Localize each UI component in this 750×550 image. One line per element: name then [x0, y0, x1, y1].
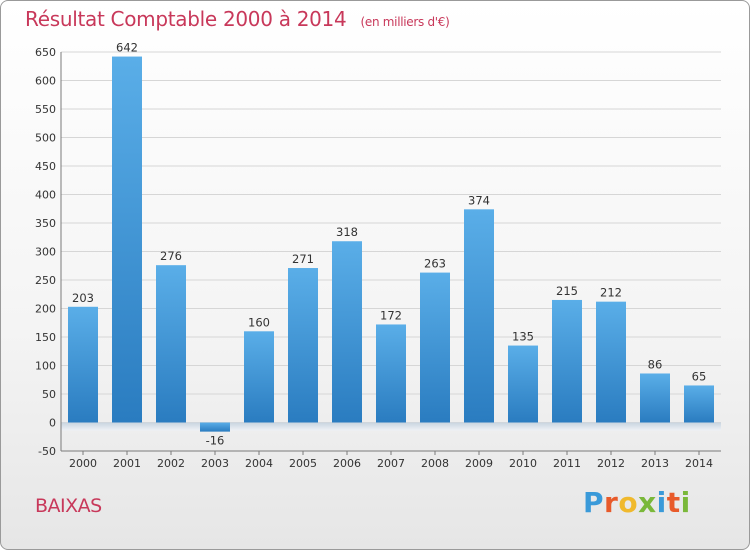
bar-2008 [420, 272, 450, 423]
bar-2007 [376, 324, 406, 423]
data-label-2000: 203 [72, 291, 94, 305]
zero-floor [61, 422, 721, 431]
x-tick-label-2011: 2011 [553, 457, 581, 470]
chart-title: Résultat Comptable 2000 à 2014 (en milli… [25, 7, 450, 31]
data-label-2010: 135 [512, 330, 534, 344]
y-tick-label: 650 [35, 46, 56, 59]
bar-2014 [684, 385, 714, 423]
logo-letter: x [638, 486, 657, 519]
proxiti-logo: Proxiti [583, 486, 691, 519]
y-tick-label: 100 [35, 360, 56, 373]
chart-title-main: Résultat Comptable 2000 à 2014 [25, 7, 347, 31]
y-tick-label: 600 [35, 75, 56, 88]
logo-letter: i [680, 486, 691, 519]
data-label-2013: 86 [648, 357, 663, 371]
y-tick-label: 0 [49, 417, 56, 430]
bar-2004 [244, 331, 274, 423]
x-tick-label-2000: 2000 [69, 457, 97, 470]
y-tick-label: 50 [42, 388, 56, 401]
y-tick-label: 450 [35, 160, 56, 173]
x-tick-label-2009: 2009 [465, 457, 493, 470]
bar-2011 [552, 299, 582, 423]
x-tick-label-2004: 2004 [245, 457, 273, 470]
data-label-2012: 212 [600, 286, 622, 300]
data-label-2009: 374 [468, 193, 490, 207]
x-tick-label-2014: 2014 [685, 457, 713, 470]
chart-title-unit: (en milliers d'€) [360, 15, 450, 29]
bar-2013 [640, 373, 670, 423]
y-tick-label: 250 [35, 274, 56, 287]
bar-2003 [200, 422, 230, 432]
data-label-2004: 160 [248, 315, 270, 329]
bar-2005 [288, 268, 318, 423]
x-tick-label-2005: 2005 [289, 457, 317, 470]
x-tick-label-2007: 2007 [377, 457, 405, 470]
x-tick-label-2013: 2013 [641, 457, 669, 470]
logo-letter: o [618, 486, 639, 519]
bar-2010 [508, 345, 538, 423]
y-tick-labels: -50 0 50 100 150 200 250 300 350 400 450 500 550 600 6… [35, 46, 56, 458]
bar-2001 [112, 56, 142, 423]
y-tick-label: 350 [35, 217, 56, 230]
data-label-2011: 215 [556, 284, 578, 298]
data-label-2007: 172 [380, 308, 402, 322]
bars [68, 56, 714, 432]
y-tick-label: 300 [35, 246, 56, 259]
logo-letter: P [583, 486, 605, 519]
y-tick-label: 400 [35, 189, 56, 202]
x-tick-label-2006: 2006 [333, 457, 361, 470]
bar-2002 [156, 265, 186, 423]
y-tick-label: 550 [35, 103, 56, 116]
data-label-2006: 318 [336, 225, 358, 239]
bar-2012 [596, 301, 626, 423]
data-label-2001: 642 [116, 41, 138, 55]
data-labels: 203 642 276 -16 160 271 318 172 263 374 135 215 212 8… [72, 41, 706, 448]
data-label-2008: 263 [424, 257, 446, 271]
x-tick-label-2008: 2008 [421, 457, 449, 470]
x-tick-label-2001: 2001 [113, 457, 141, 470]
data-label-2002: 276 [160, 249, 182, 263]
town-name: BAIXAS [35, 495, 102, 517]
data-label-2005: 271 [292, 252, 314, 266]
bar-2000 [68, 306, 98, 423]
data-label-2003: -16 [206, 434, 225, 448]
data-label-2014: 65 [692, 369, 707, 383]
y-tick-label: 150 [35, 331, 56, 344]
bar-2006 [332, 241, 362, 423]
y-tick-label: -50 [38, 445, 56, 458]
logo-letter: t [666, 486, 681, 519]
logo-letter: r [604, 486, 619, 519]
x-tick-label-2010: 2010 [509, 457, 537, 470]
y-tick-label: 200 [35, 303, 56, 316]
y-tick-label: 500 [35, 132, 56, 145]
x-tick-labels: 2000 2001 2002 2003 2004 2005 2006 2007 2008 2009… [69, 451, 713, 470]
bar-2009 [464, 209, 494, 423]
x-tick-label-2002: 2002 [157, 457, 185, 470]
x-tick-label-2012: 2012 [597, 457, 625, 470]
x-tick-label-2003: 2003 [201, 457, 229, 470]
logo-letter: i [656, 486, 667, 519]
